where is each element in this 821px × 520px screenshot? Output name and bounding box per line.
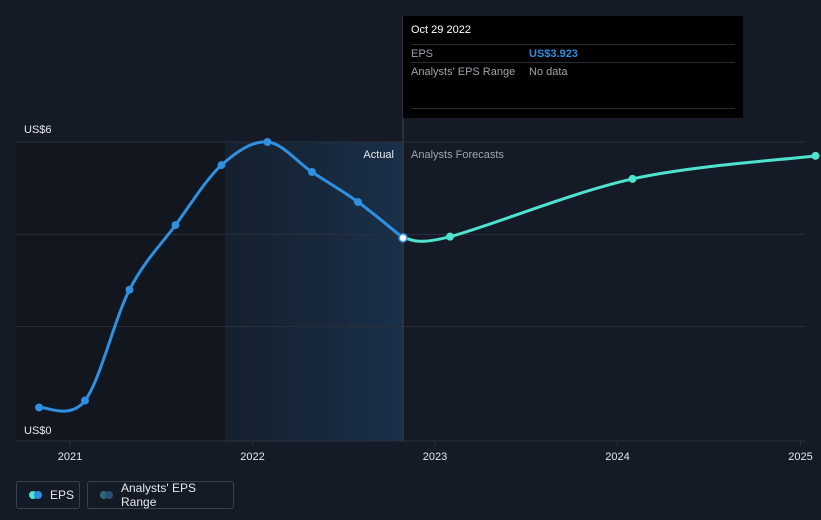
tooltip-eps-label: EPS (411, 47, 434, 60)
legend-label-eps-range: Analysts' EPS Range (121, 481, 196, 509)
gridlines (16, 141, 805, 328)
x-tick-label: 2024 (605, 451, 629, 463)
tooltip-row-range: Analysts' EPS Range No data (411, 62, 735, 80)
tooltip-eps-value: US$3.923 (529, 47, 578, 60)
highlighted-data-point[interactable] (398, 233, 408, 243)
legend-label-eps: EPS (50, 488, 75, 502)
legend-dot-range-b (105, 491, 113, 499)
actual-section-label: Actual (363, 149, 394, 161)
actual-data-point[interactable] (171, 221, 180, 230)
actual-data-point[interactable] (217, 161, 226, 170)
y-tick-label: US$6 (24, 124, 52, 136)
actual-data-point[interactable] (308, 168, 316, 177)
actual-data-point[interactable] (125, 285, 134, 294)
x-tick-label: 2021 (58, 451, 82, 463)
forecast-data-point[interactable] (446, 232, 454, 241)
x-tick-label: 2022 (240, 451, 264, 463)
tooltip-range-value: No data (529, 65, 568, 78)
actual-data-point[interactable] (263, 138, 272, 146)
tooltip-divider (411, 108, 735, 109)
forecast-section-label: Analysts Forecasts (411, 149, 504, 161)
actual-region-shade (225, 142, 403, 441)
legend-dot-actual (34, 491, 42, 499)
eps-actual-line (37, 140, 405, 413)
tooltip-date: Oct 29 2022 (411, 24, 471, 36)
x-tick-label: 2025 (788, 451, 812, 463)
forecast-data-point[interactable] (811, 151, 820, 160)
x-axis-labels: 2021 2022 2023 2024 2025 (58, 441, 813, 463)
legend-dot-forecast (29, 491, 37, 499)
data-tooltip: Oct 29 2022 EPS US$3.923 Analysts' EPS R… (403, 16, 743, 118)
legend-item-eps[interactable]: EPS (16, 481, 80, 509)
actual-data-point[interactable] (354, 198, 362, 207)
actual-data-point[interactable] (81, 396, 89, 405)
forecast-data-point[interactable] (628, 174, 637, 183)
actual-data-point[interactable] (35, 403, 43, 412)
tooltip-range-label: Analysts' EPS Range (411, 65, 516, 78)
tooltip-row-eps: EPS US$3.923 (411, 44, 735, 62)
x-tick-label: 2023 (423, 451, 447, 463)
y-tick-label: US$0 (24, 425, 52, 437)
series-points (35, 138, 820, 412)
legend-item-eps-range[interactable]: Analysts' EPS Range (87, 481, 234, 509)
eps-legend-icon (29, 491, 42, 499)
y-axis-labels: US$6 US$0 (24, 124, 52, 437)
past-region-shade (16, 142, 225, 441)
eps-range-legend-icon (100, 491, 113, 499)
eps-forecast-line (401, 154, 817, 243)
legend-dot-range-a (100, 491, 108, 499)
series-lines (37, 140, 817, 413)
